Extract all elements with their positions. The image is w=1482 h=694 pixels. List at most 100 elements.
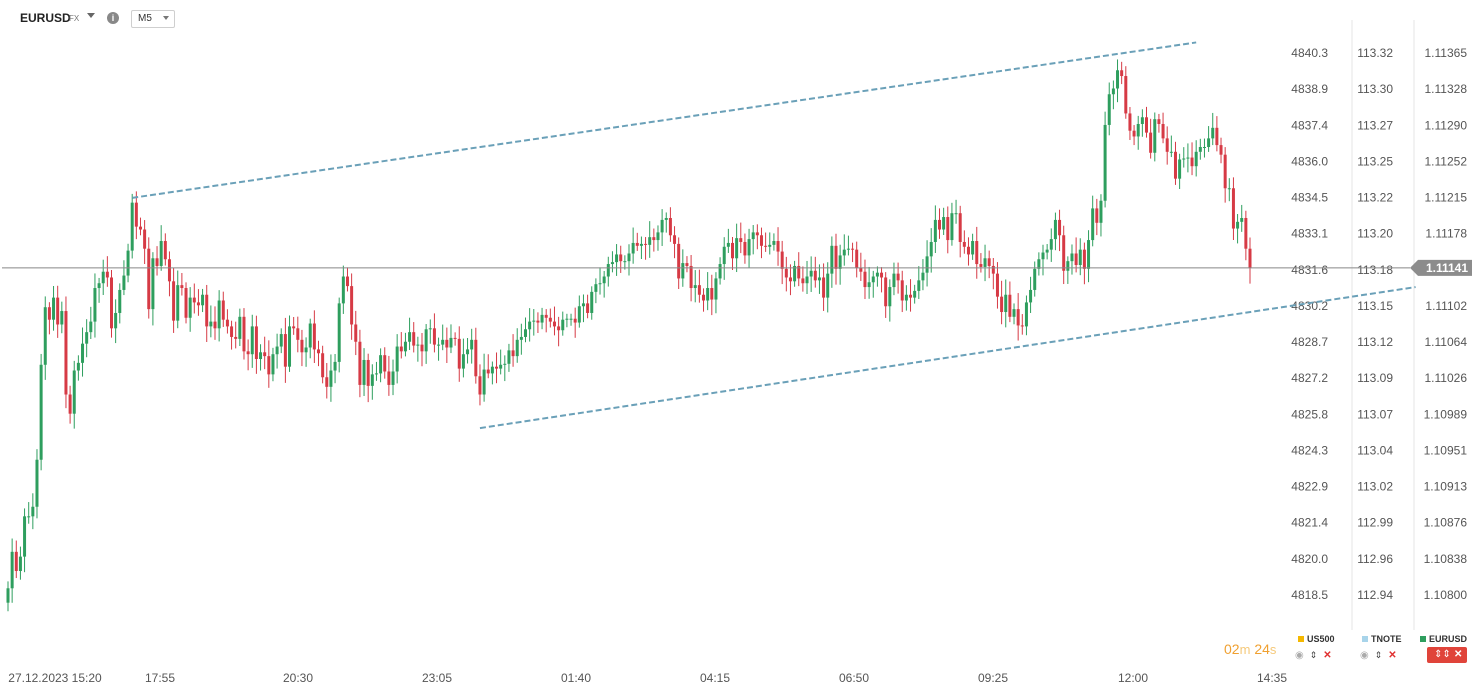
close-icon[interactable]: ✕ bbox=[1323, 650, 1332, 661]
candle-body bbox=[10, 551, 14, 589]
y-tick-label: 1.11026 bbox=[1425, 371, 1468, 385]
candle-body bbox=[221, 300, 225, 320]
candle-body bbox=[1223, 154, 1227, 189]
candle-body bbox=[722, 246, 726, 265]
candle-body bbox=[718, 264, 722, 279]
candle-body bbox=[1037, 259, 1041, 269]
candle-body bbox=[292, 326, 296, 329]
axes: 4840.3 113.32 1.11365 4838.9 113.30 1.11328 48… bbox=[8, 20, 1467, 685]
candle-body bbox=[735, 238, 739, 259]
candle-body bbox=[308, 323, 312, 348]
candle-body bbox=[495, 366, 499, 369]
y-tick-label: 113.04 bbox=[1357, 443, 1393, 457]
candle-body bbox=[1008, 294, 1012, 317]
candle-body bbox=[1082, 249, 1086, 269]
sort-icon[interactable]: ⇕⇕ bbox=[1434, 649, 1451, 660]
candle-body bbox=[412, 332, 416, 346]
candle-body bbox=[975, 241, 979, 265]
sort-icon[interactable]: ⇕ bbox=[1309, 650, 1318, 660]
candle-body bbox=[138, 226, 142, 230]
candle-body bbox=[503, 363, 507, 365]
eye-icon[interactable]: ◉ bbox=[1295, 650, 1304, 661]
close-icon[interactable]: ✕ bbox=[1454, 649, 1463, 660]
candle-body bbox=[1248, 248, 1252, 268]
candle-body bbox=[470, 339, 474, 350]
candle-body bbox=[341, 276, 345, 304]
candle-body bbox=[610, 262, 614, 265]
legend-item-tnote[interactable]: TNOTE bbox=[1362, 634, 1402, 644]
chart-toolbar: EURUSD FX i M5 bbox=[0, 0, 1482, 36]
candle-body bbox=[408, 332, 412, 342]
eye-icon[interactable]: ◉ bbox=[1360, 650, 1369, 661]
candle-body bbox=[524, 329, 527, 337]
candle-body bbox=[958, 213, 962, 242]
candle-body bbox=[577, 306, 581, 323]
candle-body bbox=[925, 256, 929, 273]
candle-body bbox=[205, 294, 209, 327]
sort-icon[interactable]: ⇕ bbox=[1374, 650, 1383, 660]
market-label: FX bbox=[69, 14, 80, 23]
y-tick-label: 4836.0 bbox=[1291, 154, 1328, 168]
x-tick-label: 04:15 bbox=[700, 671, 730, 685]
symbol-label[interactable]: EURUSD bbox=[20, 11, 71, 25]
symbol-dropdown-icon[interactable] bbox=[87, 13, 95, 18]
candle-body bbox=[192, 297, 196, 303]
y-tick-label: 4830.2 bbox=[1291, 299, 1328, 313]
y-tick-label: 113.02 bbox=[1357, 480, 1393, 494]
candle-body bbox=[499, 364, 503, 369]
legend-item-eurusd[interactable]: EURUSD bbox=[1420, 634, 1467, 644]
candle-body bbox=[846, 248, 850, 250]
y-tick-label: 112.94 bbox=[1357, 588, 1393, 602]
y-tick-label: 113.30 bbox=[1357, 82, 1393, 96]
candle-body bbox=[652, 237, 656, 241]
candle-body bbox=[27, 516, 31, 518]
y-tick-label: 4820.0 bbox=[1291, 552, 1328, 566]
candle-body bbox=[536, 320, 540, 323]
close-icon[interactable]: ✕ bbox=[1388, 650, 1397, 661]
candle-body bbox=[391, 371, 395, 385]
candle-body bbox=[933, 219, 937, 242]
candle-body bbox=[710, 288, 714, 300]
legend-swatch bbox=[1420, 636, 1426, 642]
candle-body bbox=[834, 245, 838, 269]
candle-body bbox=[1045, 249, 1049, 253]
candle-body bbox=[623, 261, 627, 263]
candle-body bbox=[615, 254, 619, 263]
legend-label: US500 bbox=[1307, 634, 1335, 644]
candle-body bbox=[739, 238, 743, 242]
timeframe-select[interactable]: M5 bbox=[131, 10, 175, 28]
candle-body bbox=[126, 250, 130, 276]
candle-body bbox=[635, 242, 639, 246]
candle-body bbox=[188, 297, 192, 318]
candle-body bbox=[97, 283, 101, 289]
candle-body bbox=[466, 349, 470, 355]
candle-body bbox=[283, 334, 287, 367]
legend-controls-eurusd[interactable]: ⇕⇕ ✕ bbox=[1427, 647, 1467, 663]
candle-body bbox=[561, 319, 565, 331]
candle-body bbox=[279, 334, 283, 347]
candle-body bbox=[312, 323, 316, 350]
candle-body bbox=[660, 219, 664, 233]
candle-body bbox=[606, 264, 610, 277]
trendline bbox=[479, 286, 1416, 430]
y-tick-label: 1.10913 bbox=[1424, 480, 1468, 494]
candle-body bbox=[1058, 219, 1062, 236]
x-tick-label: 09:25 bbox=[978, 671, 1008, 685]
y-tick-label: 113.07 bbox=[1357, 407, 1393, 421]
legend-item-us500[interactable]: US500 bbox=[1298, 634, 1335, 644]
candle-body bbox=[656, 232, 660, 241]
y-tick-label: 1.10876 bbox=[1424, 516, 1468, 530]
candle-body bbox=[333, 361, 337, 371]
candle-body bbox=[1049, 239, 1053, 250]
candle-body bbox=[1136, 123, 1140, 137]
candle-body bbox=[747, 239, 751, 256]
candle-body bbox=[507, 350, 511, 364]
info-icon[interactable]: i bbox=[107, 12, 119, 24]
candle-body bbox=[486, 369, 490, 374]
trendlines[interactable] bbox=[132, 41, 1416, 430]
candle-body bbox=[118, 289, 122, 313]
candle-body bbox=[296, 328, 300, 340]
candle-body bbox=[35, 459, 39, 507]
candle-body bbox=[196, 302, 200, 306]
